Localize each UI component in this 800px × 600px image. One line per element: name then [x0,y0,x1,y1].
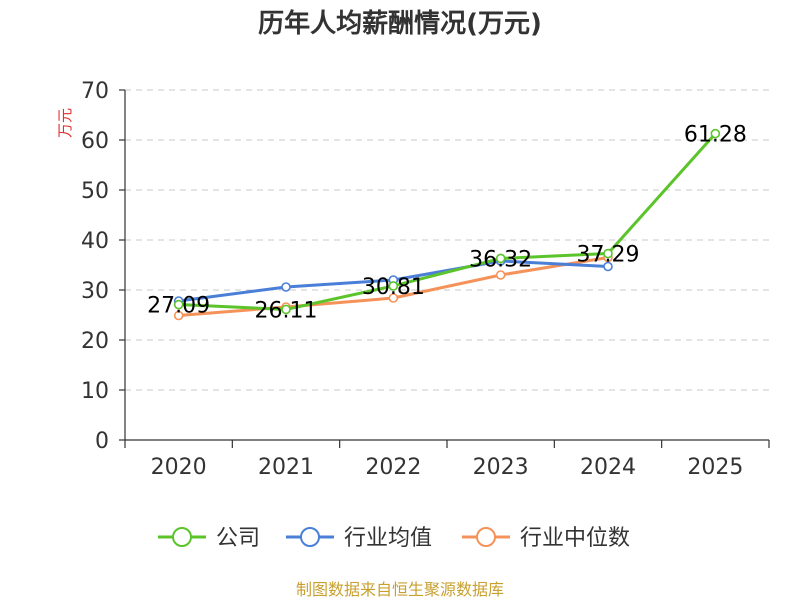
legend-item-0[interactable]: 公司 [158,526,260,551]
series-0 [173,128,721,315]
data-point [495,270,506,280]
x-tick-label: 2025 [687,455,743,480]
axes: 0 10 20 30 40 50 60 70 2020 2021 2022 2023 2024 2025 [81,79,770,480]
x-tick-label: 2020 [151,455,207,480]
x-tick-label: 2024 [580,455,636,480]
legend-marker [172,527,192,547]
data-point [388,293,399,303]
chart-title: 历年人均薪酬情况(万元) [258,8,542,39]
series-line [178,132,717,311]
source-note: 制图数据来自恒生聚源数据库 [296,580,504,599]
data-point [281,304,291,315]
x-tick-label: 2021 [258,455,314,480]
data-point [388,281,399,291]
legend-label: 行业中位数 [520,526,630,551]
data-label: 30.81 [362,275,425,300]
data-label: 26.11 [255,298,318,323]
data-label: 37.29 [577,243,640,268]
legend-marker [476,527,496,547]
y-tick-label: 40 [81,229,109,254]
data-point [173,299,184,310]
x-tick-label: 2023 [473,455,529,480]
y-axis-label: 万元 [56,108,74,138]
legend-item-2[interactable]: 行业中位数 [462,526,630,551]
data-point [603,261,613,272]
data-label: 27.09 [147,294,210,319]
data-point [281,282,291,292]
legend-marker [300,527,320,547]
y-tick-label: 60 [81,129,109,154]
y-tick-label: 10 [81,379,109,404]
y-tick-label: 50 [81,179,109,204]
legend-label: 公司 [216,526,260,551]
gridlines [125,89,769,391]
y-tick-label: 70 [81,79,109,104]
x-tick-label: 2022 [365,455,421,480]
legend-label: 行业均值 [344,526,432,551]
data-point [603,248,613,259]
data-label: 36.32 [469,247,532,272]
data-point [173,310,184,321]
data-labels: 27.09 26.11 30.81 36.32 37.29 61.28 [147,123,747,324]
data-point [710,128,721,139]
data-label: 61.28 [684,123,747,148]
y-tick-label: 30 [81,279,109,304]
y-tick-label: 20 [81,329,109,354]
y-tick-label: 0 [95,429,109,454]
legend[interactable]: 公司 行业均值 行业中位数 [158,526,630,551]
series-lines [173,128,721,321]
data-point [495,253,506,264]
legend-item-1[interactable]: 行业均值 [286,526,432,551]
